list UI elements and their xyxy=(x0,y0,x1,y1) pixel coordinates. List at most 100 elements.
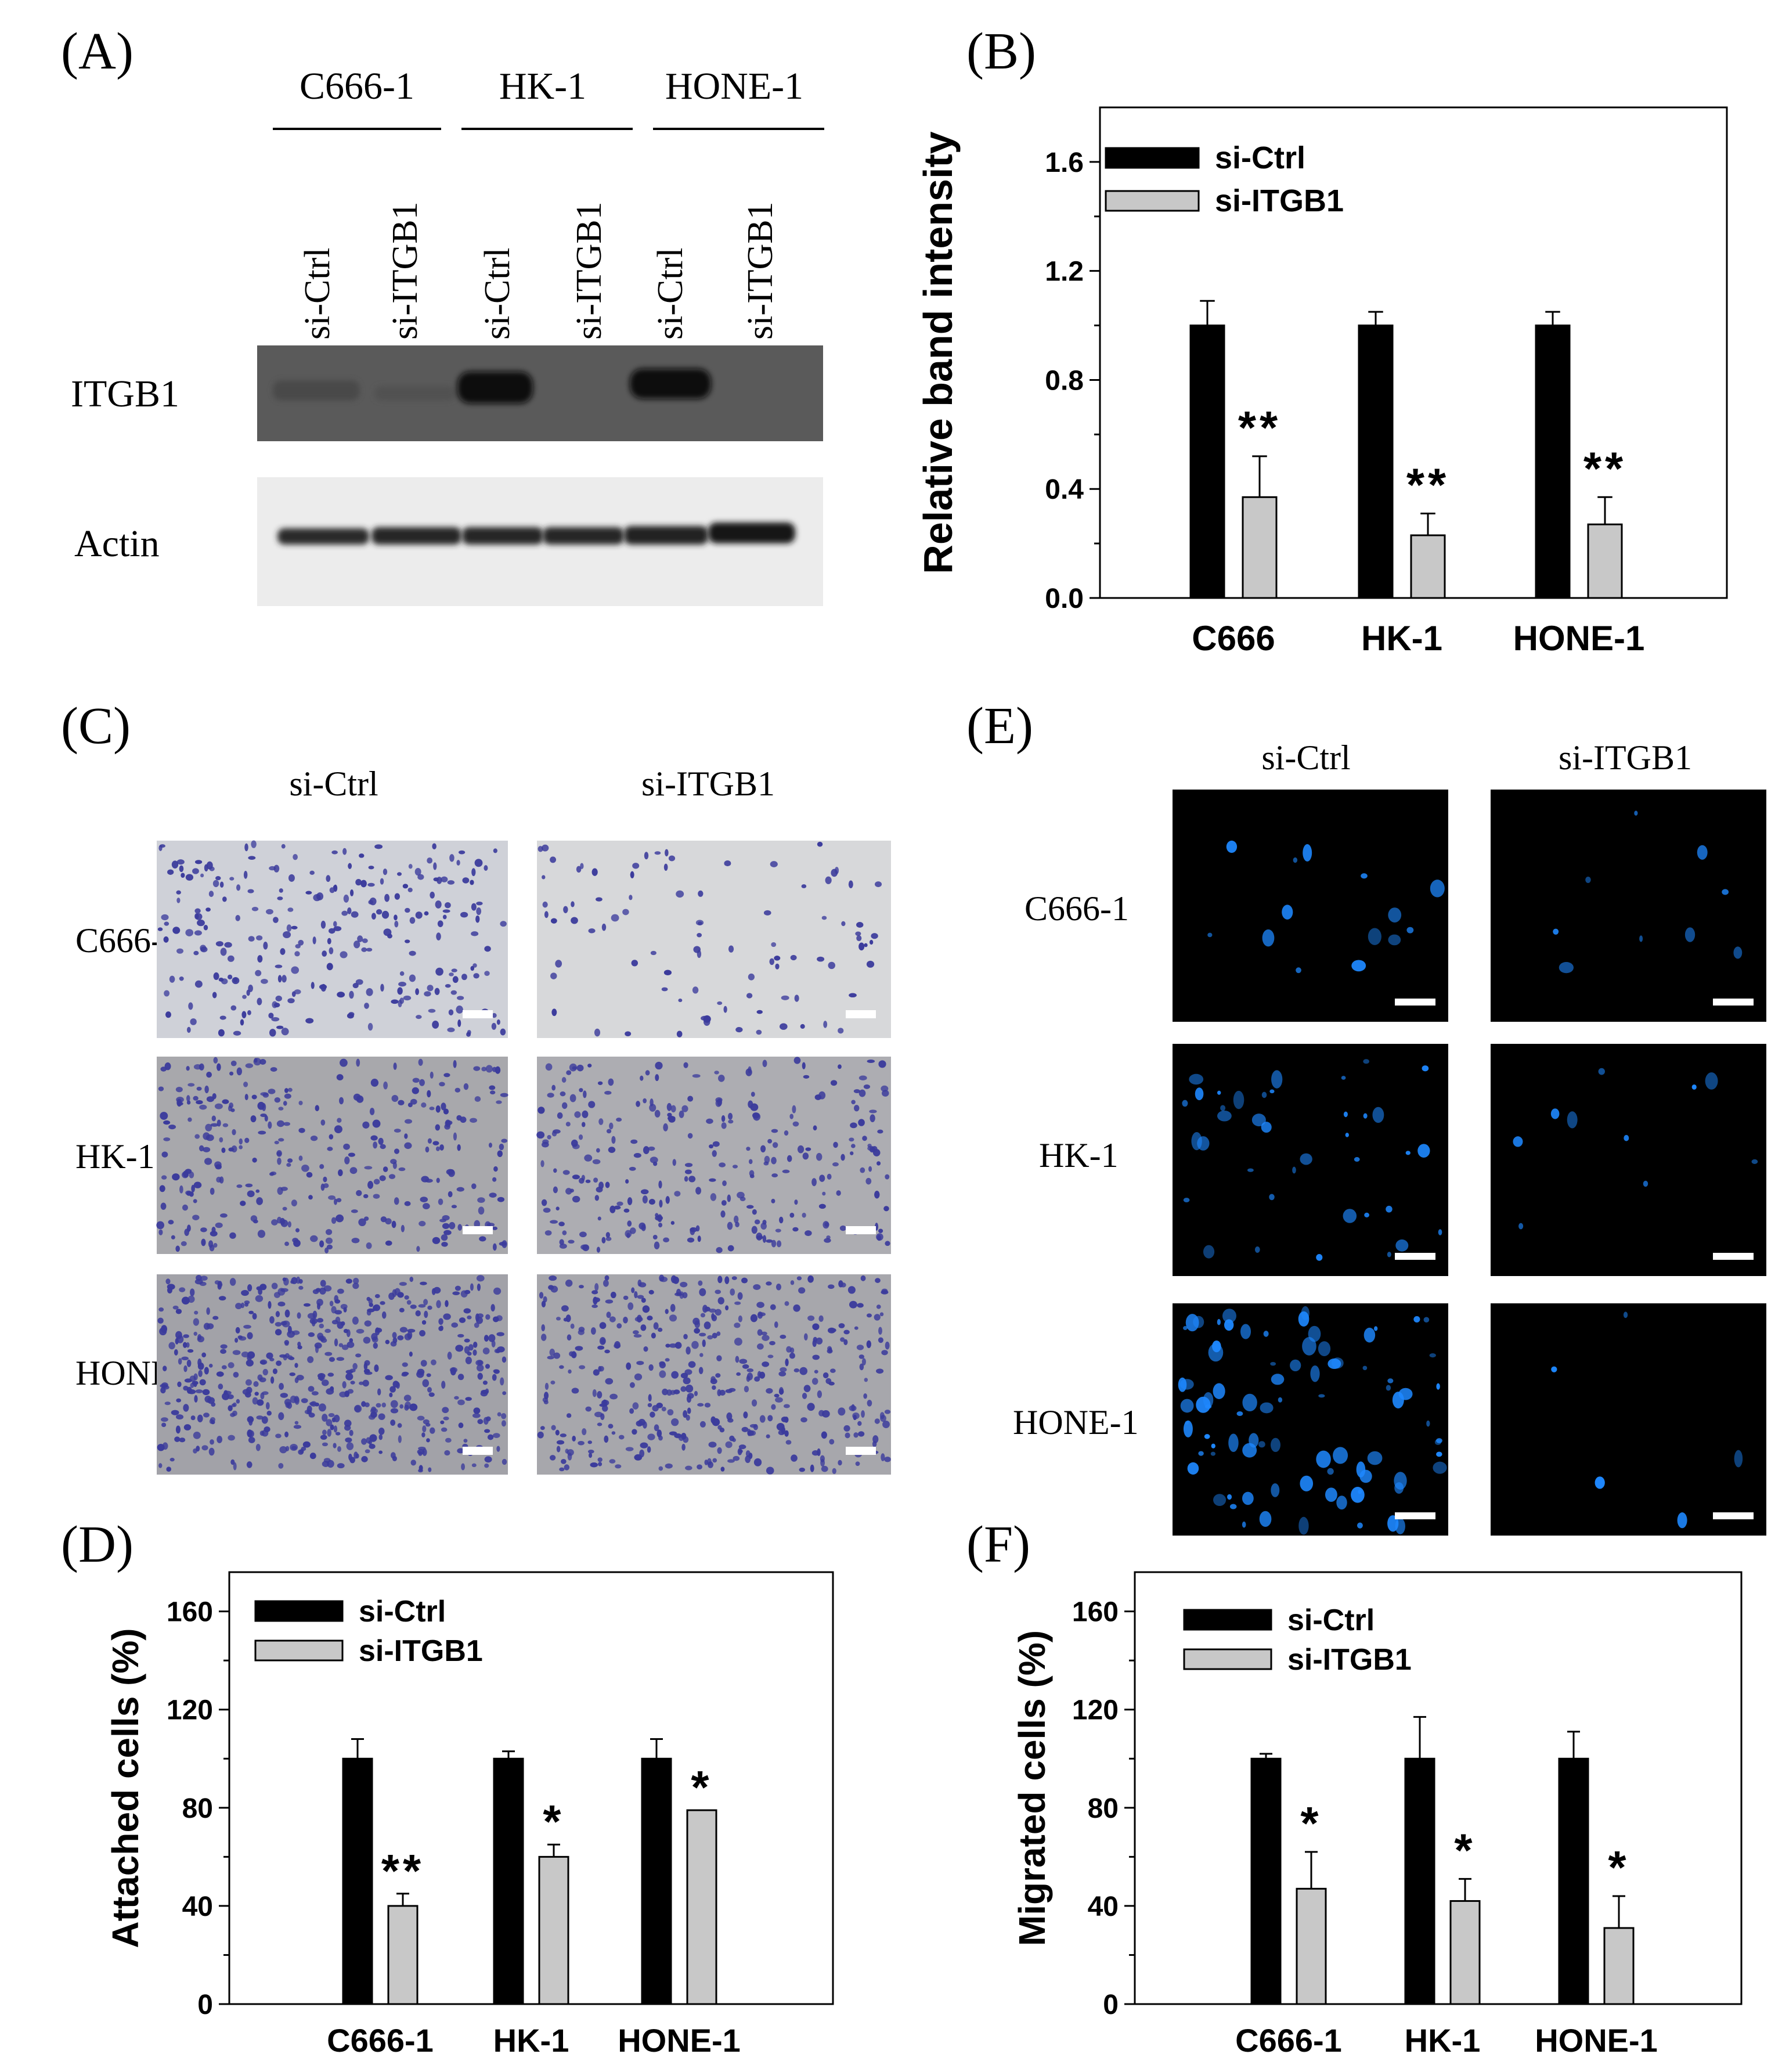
nucleus xyxy=(1623,1311,1628,1318)
category-label: HK-1 xyxy=(493,2022,569,2059)
stained-cell xyxy=(793,1057,801,1064)
stained-cell xyxy=(790,954,797,961)
stained-cell xyxy=(643,1098,647,1104)
stained-cell xyxy=(470,880,474,885)
stained-cell xyxy=(881,1350,888,1356)
lane-label-1: si-Ctrl xyxy=(298,248,337,340)
stained-cell xyxy=(379,1175,386,1181)
stained-cell xyxy=(857,1421,862,1426)
stained-cell xyxy=(425,1146,430,1153)
stained-cell xyxy=(688,1176,696,1183)
nucleus xyxy=(1222,1309,1236,1324)
stained-cell xyxy=(256,1415,264,1420)
stained-cell xyxy=(697,950,702,958)
stained-cell xyxy=(340,1321,345,1326)
stained-cell xyxy=(349,1167,358,1174)
stained-cell xyxy=(160,1112,168,1120)
stained-cell xyxy=(436,932,441,940)
stained-cell xyxy=(717,1389,722,1397)
stained-cell xyxy=(457,1448,464,1454)
stained-cell xyxy=(547,1356,554,1360)
bar xyxy=(1449,1900,1481,2005)
stained-cell xyxy=(282,1206,287,1211)
stained-cell xyxy=(723,1006,727,1013)
stained-cell xyxy=(616,1118,622,1122)
nucleus xyxy=(1282,905,1293,920)
stained-cell xyxy=(409,1352,413,1357)
itgb1-band-c666-si xyxy=(374,386,456,401)
stained-cell xyxy=(166,1468,171,1472)
stained-cell xyxy=(823,1021,828,1028)
stained-cell xyxy=(854,1326,858,1330)
stained-cell xyxy=(246,989,250,996)
stained-cell xyxy=(753,1284,761,1290)
stained-cell xyxy=(834,867,839,874)
stained-cell xyxy=(757,1311,763,1319)
scale-bar xyxy=(1395,999,1435,1006)
stained-cell xyxy=(878,1337,883,1343)
stained-cell xyxy=(437,920,443,927)
stained-cell xyxy=(343,1143,350,1150)
nucleus xyxy=(1183,1326,1188,1331)
stained-cell xyxy=(297,1345,302,1350)
stained-cell xyxy=(680,1372,688,1379)
bar xyxy=(686,1809,717,2005)
stained-cell xyxy=(781,995,789,1000)
stained-cell xyxy=(597,1345,605,1350)
nucleus xyxy=(1302,1337,1316,1356)
stained-cell xyxy=(470,1118,477,1123)
stained-cell xyxy=(566,1413,572,1418)
stained-cell xyxy=(355,1353,362,1358)
stained-cell xyxy=(473,1066,481,1071)
stained-cell xyxy=(175,1309,182,1314)
image-background xyxy=(1491,1044,1766,1276)
stained-cell xyxy=(496,1446,500,1452)
stained-cell xyxy=(683,1334,688,1339)
stained-cell xyxy=(208,1240,214,1248)
nucleus xyxy=(1372,1107,1384,1123)
stained-cell xyxy=(335,1432,341,1436)
stained-cell xyxy=(215,1222,223,1228)
row-label-c666-e: C666-1 xyxy=(1025,889,1129,928)
stained-cell xyxy=(853,1105,860,1112)
stained-cell xyxy=(394,1197,399,1205)
nucleus xyxy=(1217,1090,1221,1095)
nucleus xyxy=(1386,1385,1391,1391)
stained-cell xyxy=(415,1310,421,1317)
stained-cell xyxy=(730,1288,735,1296)
stained-cell xyxy=(187,1117,192,1122)
stained-cell xyxy=(449,854,454,862)
stained-cell xyxy=(762,1060,767,1068)
stained-cell xyxy=(752,1209,757,1215)
stained-cell xyxy=(555,1317,561,1321)
stained-cell xyxy=(275,995,282,1001)
stained-cell xyxy=(253,1381,259,1387)
stained-cell xyxy=(351,1237,360,1244)
stained-cell xyxy=(715,1373,721,1378)
stained-cell xyxy=(584,1154,593,1162)
stained-cell xyxy=(570,1323,575,1329)
stained-cell xyxy=(307,1356,314,1363)
stained-cell xyxy=(540,1334,547,1341)
stained-cell xyxy=(255,1295,264,1302)
stained-cell xyxy=(741,1426,749,1432)
stained-cell xyxy=(392,1455,397,1462)
stained-cell xyxy=(839,1225,846,1231)
stained-cell xyxy=(185,1169,192,1174)
stained-cell xyxy=(279,888,283,893)
stained-cell xyxy=(822,1191,826,1196)
stained-cell xyxy=(448,1191,453,1198)
stained-cell xyxy=(585,1179,591,1183)
stained-cell xyxy=(474,1323,479,1328)
stained-cell xyxy=(381,1402,387,1408)
stained-cell xyxy=(262,1368,268,1376)
stained-cell xyxy=(296,1375,304,1381)
stained-cell xyxy=(388,1292,395,1300)
stained-cell xyxy=(591,1290,598,1295)
stained-cell xyxy=(492,1177,497,1182)
nucleus xyxy=(1212,1341,1221,1353)
stained-cell xyxy=(355,878,362,886)
stained-cell xyxy=(312,1310,318,1319)
stained-cell xyxy=(651,1332,656,1339)
stained-cell xyxy=(785,1358,789,1367)
